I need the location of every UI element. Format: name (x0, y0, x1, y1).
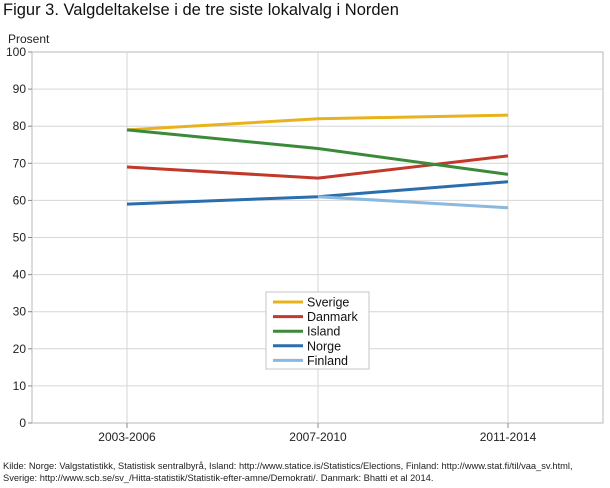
x-tick-label-1: 2007-2010 (289, 430, 347, 444)
legend-label-danmark: Danmark (307, 310, 358, 324)
source-note: Kilde: Norge: Valgstatistikk, Statistisk… (3, 461, 573, 483)
y-tick-label-80: 80 (13, 119, 27, 133)
y-tick-label-90: 90 (13, 82, 27, 96)
x-tick-label-2: 2011-2014 (480, 430, 537, 444)
axes: 0 10 20 30 40 50 60 70 80 90 100 2003-2006 2007-2010… (6, 45, 537, 444)
series-line-danmark (126, 154, 509, 180)
legend-label-island: Island (307, 325, 340, 339)
y-tick-label-60: 60 (13, 193, 27, 207)
chart-title: Figur 3. Valgdeltakelse i de tre siste l… (3, 1, 399, 19)
y-tick-label-0: 0 (19, 416, 26, 430)
series-line-island (126, 128, 509, 176)
y-tick-label-50: 50 (13, 231, 27, 245)
series-line-finland (317, 195, 509, 210)
y-tick-label-70: 70 (13, 156, 27, 170)
legend-label-norge: Norge (307, 339, 341, 353)
y-tick-label-40: 40 (13, 268, 27, 282)
x-tick-label-0: 2003-2006 (98, 430, 156, 444)
series-line-sverige (126, 113, 509, 132)
y-tick-label-10: 10 (13, 379, 27, 393)
legend-label-sverige: Sverige (307, 296, 349, 310)
series-lines (126, 113, 509, 210)
y-tick-label-100: 100 (6, 45, 26, 59)
y-tick-label-20: 20 (13, 342, 27, 356)
y-tick-label-30: 30 (13, 305, 27, 319)
y-axis-label: Prosent (8, 32, 50, 46)
legend-label-finland: Finland (307, 354, 348, 368)
